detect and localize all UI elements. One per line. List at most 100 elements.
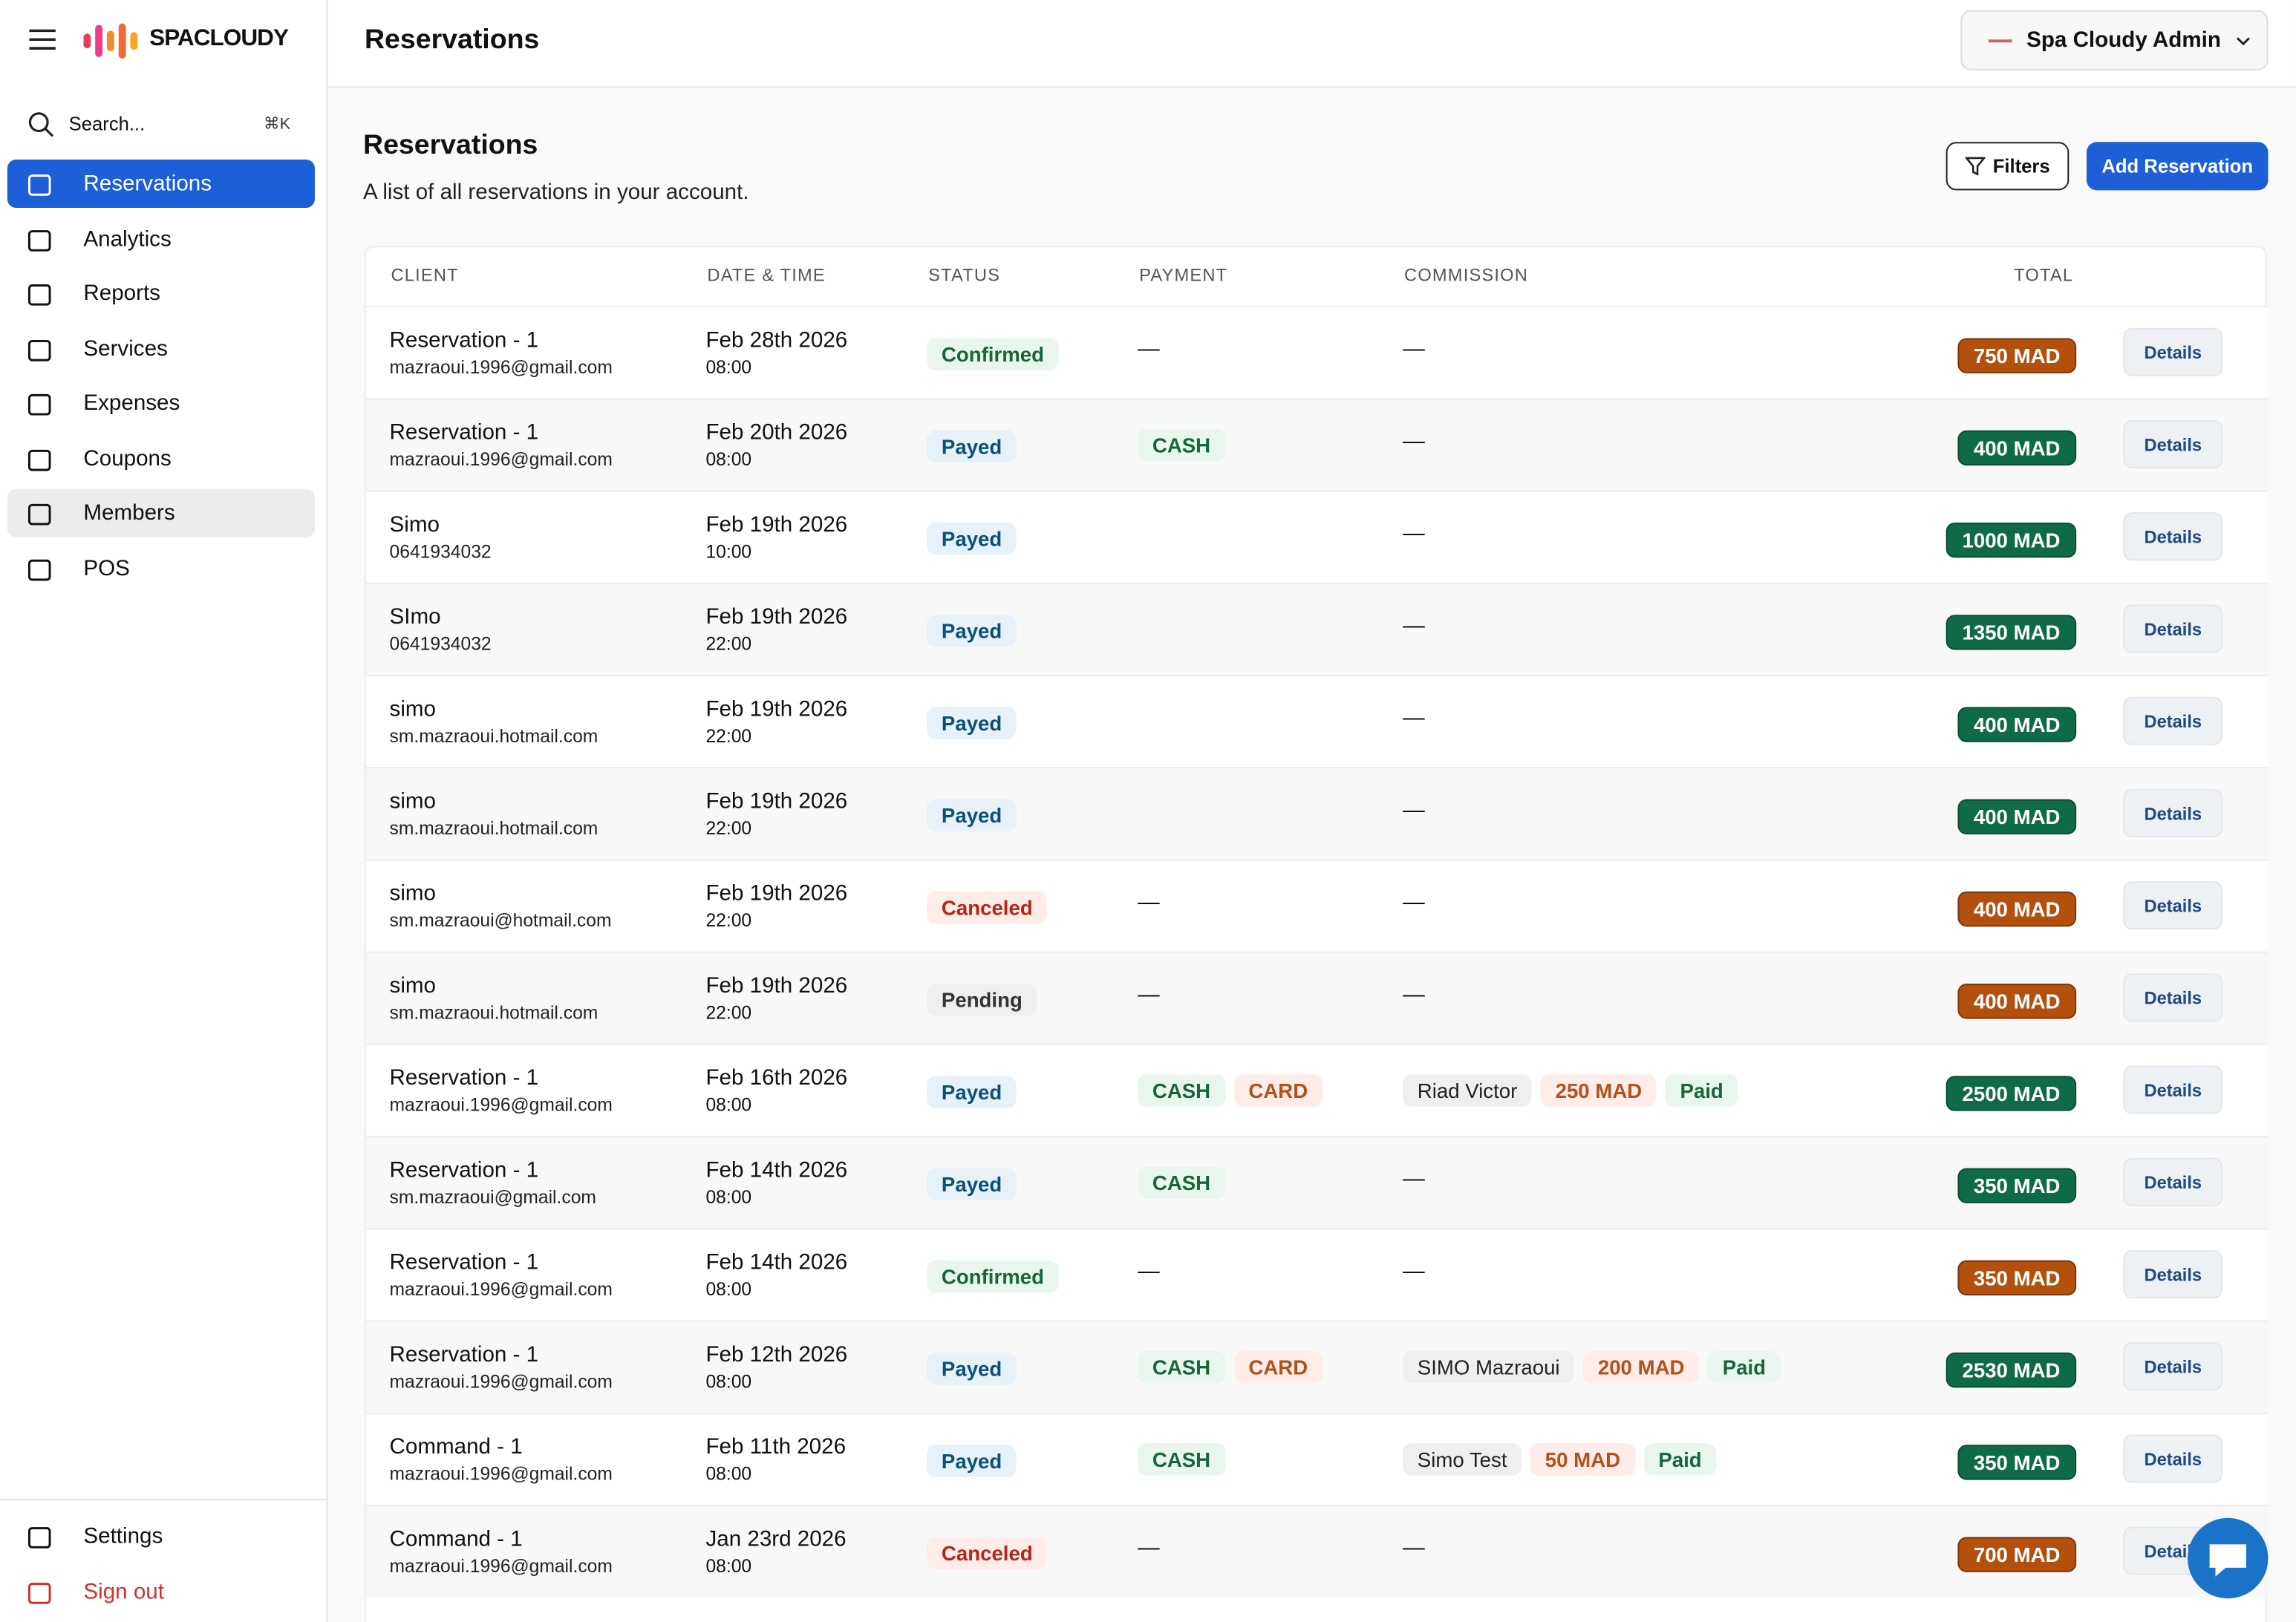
commission-empty: — bbox=[1403, 889, 1425, 915]
total-badge: 400 MAD bbox=[1957, 430, 2077, 466]
details-button[interactable]: Details bbox=[2123, 327, 2223, 376]
details-button[interactable]: Details bbox=[2123, 1250, 2223, 1299]
client-contact: sm.mazraoui.hotmail.com bbox=[389, 818, 599, 839]
client-contact: sm.mazraoui.hotmail.com bbox=[389, 1002, 599, 1024]
date: Feb 20th 2026 bbox=[705, 419, 848, 445]
nav-label: Members bbox=[83, 500, 175, 526]
user-name: Spa Cloudy Admin bbox=[2026, 27, 2221, 53]
page-title: Reservations bbox=[363, 130, 538, 161]
chat-button[interactable] bbox=[2188, 1517, 2269, 1599]
date: Feb 14th 2026 bbox=[705, 1250, 848, 1275]
nav-item[interactable]: Services bbox=[7, 324, 315, 373]
status-badge: Payed bbox=[927, 707, 1017, 739]
commission-state: Paid bbox=[1643, 1443, 1717, 1476]
time: 22:00 bbox=[705, 818, 752, 839]
client-name: simo bbox=[389, 788, 436, 814]
nav-item[interactable]: POS bbox=[7, 544, 315, 592]
table-row: Reservation - 1 mazraoui.1996@gmail.com Fe… bbox=[365, 398, 2269, 491]
date: Feb 19th 2026 bbox=[705, 788, 848, 814]
sidebar: SPACLOUDY Search... ⌘K Reservations Analy… bbox=[0, 0, 328, 1622]
total-badge: 700 MAD bbox=[1957, 1537, 2077, 1572]
topbar-title: Reservations bbox=[365, 24, 540, 56]
divider bbox=[0, 1499, 328, 1501]
payment: CASH CARD bbox=[1138, 1074, 1331, 1107]
client-name: Reservation - 1 bbox=[389, 419, 539, 445]
status-badge: Payed bbox=[927, 1168, 1017, 1200]
details-button[interactable]: Details bbox=[2123, 1065, 2223, 1114]
client-contact: mazraoui.1996@gmail.com bbox=[389, 1094, 613, 1116]
commission-empty: — bbox=[1403, 1258, 1425, 1284]
nav-label: Reports bbox=[83, 281, 160, 307]
column-header: DATE & TIME bbox=[707, 264, 826, 286]
payment-empty: — bbox=[1138, 982, 1160, 1007]
client-contact: mazraoui.1996@gmail.com bbox=[389, 1556, 613, 1577]
table-row: Reservation - 1 mazraoui.1996@gmail.com Fe… bbox=[365, 1043, 2269, 1137]
details-button[interactable]: Details bbox=[2123, 1342, 2223, 1391]
nav-item[interactable]: Reservations bbox=[7, 159, 315, 209]
search-shortcut: ⌘K bbox=[263, 115, 291, 134]
commission-empty: — bbox=[1403, 982, 1425, 1007]
commission-name: SIMO Mazraoui bbox=[1403, 1351, 1575, 1384]
payment-badge: CASH bbox=[1138, 1443, 1225, 1476]
details-button[interactable]: Details bbox=[2123, 881, 2223, 930]
status-badge: Payed bbox=[927, 430, 1017, 463]
table-row: simo sm.mazraoui.hotmail.com Feb 19th 2026… bbox=[365, 767, 2269, 860]
client-name: Reservation - 1 bbox=[389, 1342, 539, 1367]
commission-empty: — bbox=[1403, 1166, 1425, 1192]
total-badge: 1350 MAD bbox=[1946, 615, 2077, 650]
details-button[interactable]: Details bbox=[2123, 1434, 2223, 1483]
table-row: simo sm.mazraoui.hotmail.com Feb 19th 2026… bbox=[365, 951, 2269, 1044]
nav-item[interactable]: Settings bbox=[7, 1512, 315, 1560]
total-badge: 350 MAD bbox=[1957, 1445, 2077, 1480]
filters-button[interactable]: Filters bbox=[1946, 142, 2070, 191]
date: Feb 28th 2026 bbox=[705, 327, 848, 353]
details-button[interactable]: Details bbox=[2123, 512, 2223, 561]
status-badge: Confirmed bbox=[927, 338, 1059, 370]
total-badge: 2500 MAD bbox=[1946, 1076, 2077, 1111]
date: Feb 16th 2026 bbox=[705, 1065, 848, 1091]
total-badge: 350 MAD bbox=[1957, 1260, 2077, 1296]
payment: CASH bbox=[1138, 428, 1233, 462]
client-name: Reservation - 1 bbox=[389, 1065, 539, 1091]
time: 22:00 bbox=[705, 633, 752, 655]
details-button[interactable]: Details bbox=[2123, 973, 2223, 1022]
column-header: PAYMENT bbox=[1139, 264, 1228, 286]
nav-item[interactable]: Members bbox=[7, 488, 315, 537]
details-button[interactable]: Details bbox=[2123, 696, 2223, 745]
client-contact: mazraoui.1996@gmail.com bbox=[389, 357, 613, 378]
add-button[interactable]: Add Reservation bbox=[2086, 142, 2269, 191]
total-badge: 350 MAD bbox=[1957, 1168, 2077, 1203]
table-row: Command - 1 mazraoui.1996@gmail.com Feb 11… bbox=[365, 1412, 2269, 1505]
client-name: Reservation - 1 bbox=[389, 1250, 539, 1275]
column-header: CLIENT bbox=[391, 264, 459, 286]
nav-label: Analytics bbox=[83, 226, 172, 252]
payment-badge: CASH bbox=[1138, 1351, 1225, 1384]
details-button[interactable]: Details bbox=[2123, 788, 2223, 837]
status-badge: Payed bbox=[927, 1353, 1017, 1385]
date: Feb 19th 2026 bbox=[705, 696, 848, 722]
client-name: Reservation - 1 bbox=[389, 1157, 539, 1183]
payment: CASH bbox=[1138, 1443, 1233, 1476]
client-contact: mazraoui.1996@gmail.com bbox=[389, 1463, 613, 1485]
nav-item[interactable]: Analytics bbox=[7, 215, 315, 263]
client-contact: sm.mazraoui@gmail.com bbox=[389, 1187, 596, 1208]
menu-icon[interactable] bbox=[29, 29, 56, 50]
details-button[interactable]: Details bbox=[2123, 604, 2223, 653]
commission-empty: — bbox=[1403, 797, 1425, 823]
nav-item[interactable]: Expenses bbox=[7, 379, 315, 428]
search-input[interactable]: Search... bbox=[68, 112, 146, 135]
details-button[interactable]: Details bbox=[2123, 1157, 2223, 1206]
time: 08:00 bbox=[705, 1279, 752, 1301]
client-contact: 0641934032 bbox=[389, 541, 492, 563]
details-button[interactable]: Details bbox=[2123, 419, 2223, 469]
payment-empty: — bbox=[1138, 336, 1160, 362]
user-menu[interactable]: Spa Cloudy Admin bbox=[1960, 10, 2269, 71]
client-name: Simo bbox=[389, 512, 440, 537]
client-name: simo bbox=[389, 696, 436, 722]
nav-label: Reservations bbox=[83, 171, 212, 197]
date: Feb 14th 2026 bbox=[705, 1157, 848, 1183]
nav-item[interactable]: Reports bbox=[7, 269, 315, 318]
payment-empty: — bbox=[1138, 1535, 1160, 1561]
nav-item[interactable]: Coupons bbox=[7, 434, 315, 483]
nav-item[interactable]: Sign out bbox=[7, 1567, 315, 1615]
